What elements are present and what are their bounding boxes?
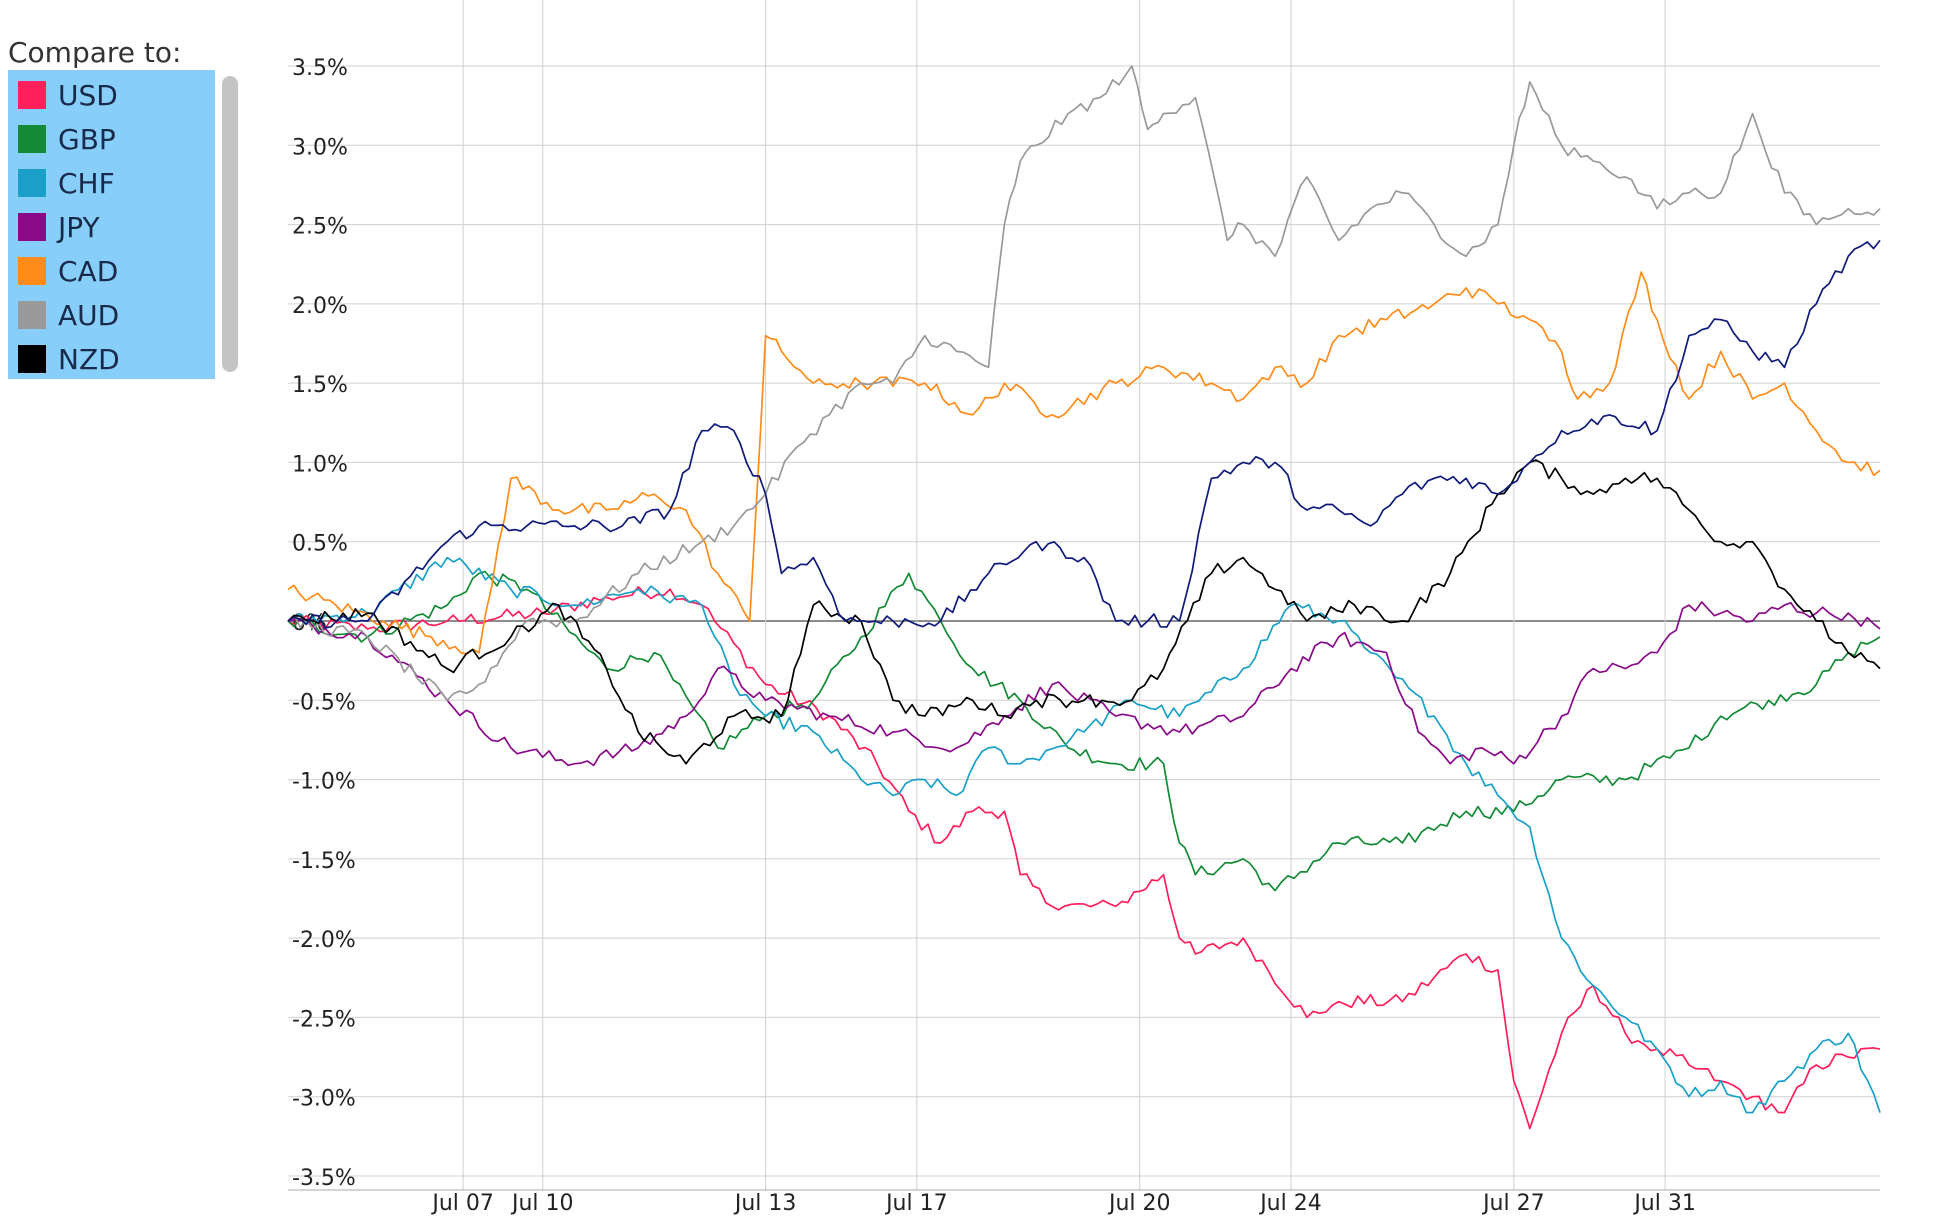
series-line-gbp xyxy=(287,570,1881,892)
y-tick-label: -2.0% xyxy=(292,928,356,953)
legend-item-nzd[interactable]: NZD xyxy=(18,342,120,376)
y-tick-label: 1.5% xyxy=(292,373,348,398)
legend-label: GBP xyxy=(58,122,116,156)
legend-swatch xyxy=(18,301,46,329)
x-tick-label: Jul 31 xyxy=(1632,1191,1696,1216)
legend-swatch xyxy=(18,169,46,197)
legend-label: AUD xyxy=(58,298,120,332)
compare-legend-panel: USD GBP CHF JPY CAD AUD NZD xyxy=(8,70,215,379)
legend-label: JPY xyxy=(58,210,100,244)
x-tick-label: Jul 24 xyxy=(1258,1191,1322,1216)
series-line-chf xyxy=(287,556,1881,1114)
y-tick-label: 3.5% xyxy=(292,56,348,81)
y-tick-label: 0.5% xyxy=(292,532,348,557)
x-tick-label: Jul 27 xyxy=(1481,1191,1545,1216)
y-tick-label: -1.0% xyxy=(292,770,356,795)
y-tick-label: -3.0% xyxy=(292,1087,356,1112)
legend-swatch xyxy=(18,257,46,285)
y-tick-label: 3.0% xyxy=(292,135,348,160)
y-tick-label: -1.5% xyxy=(292,849,356,874)
series-line-usd xyxy=(287,586,1881,1130)
y-tick-label: -3.5% xyxy=(292,1166,356,1191)
x-tick-label: Jul 17 xyxy=(884,1191,948,1216)
y-tick-label: 2.5% xyxy=(292,215,348,240)
series-line-jpy xyxy=(287,601,1881,767)
x-tick-label: Jul 13 xyxy=(733,1191,797,1216)
legend-label: USD xyxy=(58,78,118,112)
series-line-aud xyxy=(287,65,1881,702)
legend-item-usd[interactable]: USD xyxy=(18,78,118,112)
legend-label: CHF xyxy=(58,166,115,200)
legend-swatch xyxy=(18,213,46,241)
legend-item-chf[interactable]: CHF xyxy=(18,166,115,200)
x-tick-label: Jul 20 xyxy=(1107,1191,1171,1216)
y-tick-label: -2.5% xyxy=(292,1007,356,1032)
legend-swatch xyxy=(18,125,46,153)
y-tick-label: 2.0% xyxy=(292,294,348,319)
legend-label: NZD xyxy=(58,342,120,376)
y-tick-label: 1.0% xyxy=(292,452,348,477)
legend-scrollbar[interactable] xyxy=(222,76,238,372)
x-tick-label: Jul 07 xyxy=(430,1191,494,1216)
series-line-nzd xyxy=(287,459,1881,765)
legend-item-jpy[interactable]: JPY xyxy=(18,210,100,244)
y-tick-label: -0.5% xyxy=(292,690,356,715)
legend-item-cad[interactable]: CAD xyxy=(18,254,118,288)
series-line-eur xyxy=(287,239,1881,629)
legend-swatch xyxy=(18,345,46,373)
legend-item-gbp[interactable]: GBP xyxy=(18,122,116,156)
legend-label: CAD xyxy=(58,254,119,288)
legend-swatch xyxy=(18,81,46,109)
x-tick-label: Jul 10 xyxy=(510,1191,574,1216)
series-line-cad xyxy=(287,271,1881,655)
legend-item-aud[interactable]: AUD xyxy=(18,298,119,332)
legend-title: Compare to: xyxy=(8,36,182,69)
